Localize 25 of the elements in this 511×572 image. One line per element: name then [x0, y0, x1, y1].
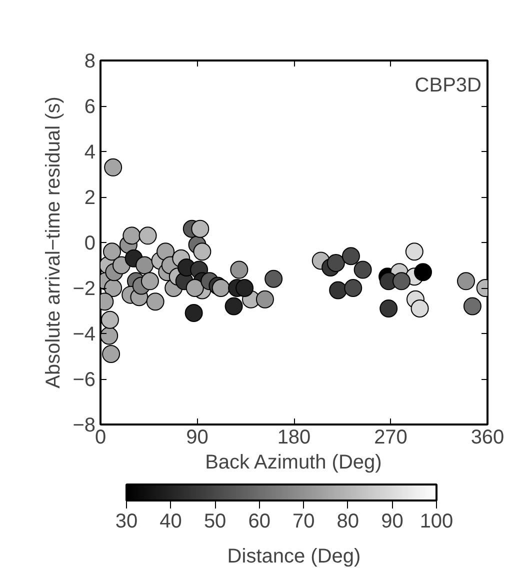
x-tick-label: 360	[470, 426, 504, 448]
color-bar-label: 40	[160, 510, 182, 532]
color-bar-label: 60	[248, 510, 270, 532]
annotation: CBP3D	[414, 74, 482, 96]
color-bar-label: 70	[292, 510, 315, 532]
color-bar-label: 90	[381, 510, 404, 532]
x-axis-title: Back Azimuth (Deg)	[205, 452, 382, 474]
y-tick-label: −4	[72, 324, 96, 346]
y-tick-label: −2	[72, 278, 96, 300]
y-tick-label: 2	[84, 187, 96, 209]
color-bar-label: 80	[336, 510, 360, 532]
x-tick-label: 90	[186, 426, 208, 448]
x-tick-label: 270	[374, 426, 408, 448]
y-tick-label: 4	[84, 142, 96, 164]
color-bar-label: 30	[115, 510, 138, 532]
color-bar-label: 100	[420, 510, 454, 532]
y-tick-label: 8	[84, 50, 96, 72]
y-tick-label: −8	[72, 414, 96, 436]
color-bar-title: Distance (Deg)	[227, 546, 361, 568]
y-tick-label: −6	[72, 369, 96, 391]
y-axis-title: Absolute arrival−time residual (s)	[42, 96, 65, 388]
x-tick-label: 180	[277, 426, 311, 448]
y-tick-label: 6	[84, 96, 96, 118]
color-bar-label: 50	[204, 510, 226, 532]
y-tick-label: 0	[84, 232, 96, 254]
